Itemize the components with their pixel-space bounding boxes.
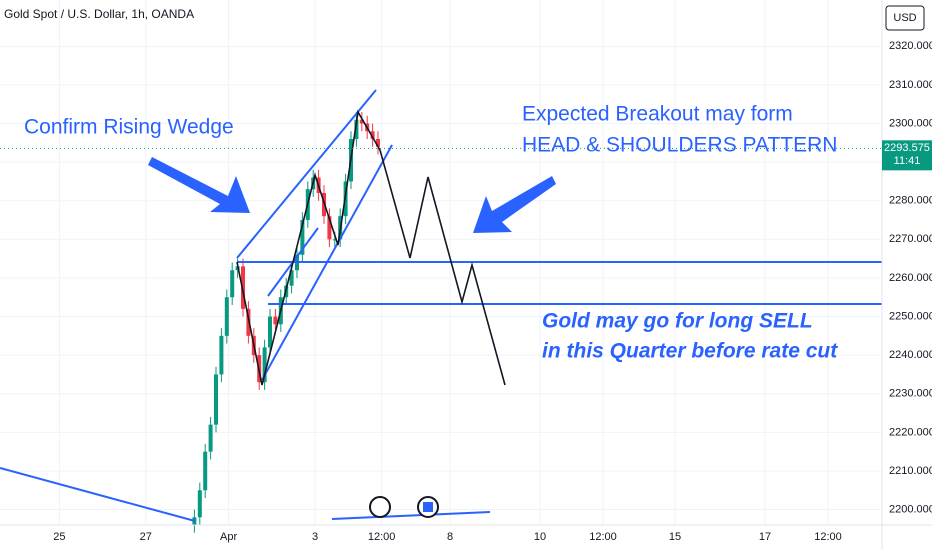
x-tick-label: 12:00 — [589, 531, 617, 543]
y-tick-label: 2280.000 — [889, 195, 932, 207]
candle-body — [219, 335, 224, 375]
candle-body — [359, 119, 364, 124]
candle-body — [262, 347, 267, 383]
arrow — [148, 157, 250, 213]
candle-body — [224, 297, 229, 336]
last-price: 2293.575 — [884, 142, 930, 154]
arrow — [473, 176, 556, 233]
candle-body — [327, 216, 332, 240]
y-tick-label: 2220.000 — [889, 426, 932, 438]
annotation: Confirm Rising Wedge — [24, 116, 234, 139]
trend-line — [0, 467, 196, 522]
y-tick-label: 2300.000 — [889, 117, 932, 129]
candle-body — [246, 308, 251, 336]
y-tick-label: 2200.000 — [889, 503, 932, 515]
y-tick-label: 2260.000 — [889, 272, 932, 284]
x-tick-label: Apr — [220, 531, 237, 543]
annotation: in this Quarter before rate cut — [542, 340, 838, 363]
candle-body — [197, 490, 202, 518]
candle-body — [230, 270, 235, 298]
y-tick-label: 2210.000 — [889, 465, 932, 477]
candle-body — [214, 374, 218, 425]
y-tick-label: 2230.000 — [889, 388, 932, 400]
wedge-upper — [236, 89, 377, 259]
x-tick-label: 17 — [759, 531, 771, 543]
currency-button[interactable] — [885, 5, 925, 31]
candle-body — [208, 424, 213, 452]
candle-body — [289, 270, 294, 286]
annotation: HEAD & SHOULDERS PATTERN — [522, 134, 837, 157]
x-tick-label: 25 — [53, 531, 65, 543]
y-tick-label: 2270.000 — [889, 233, 932, 245]
x-tick-label: 3 — [312, 531, 318, 543]
x-tick-label: 8 — [447, 531, 453, 543]
projection-path — [236, 109, 506, 386]
y-tick-label: 2250.000 — [889, 310, 932, 322]
candle-body — [370, 131, 375, 139]
y-tick-label: 2310.000 — [889, 79, 932, 91]
trend-line — [331, 511, 491, 520]
candle-body — [332, 239, 337, 241]
x-tick-label: 12:00 — [814, 531, 842, 543]
candle-body — [354, 119, 359, 139]
last-price-box — [882, 140, 932, 171]
x-tick-label: 27 — [140, 531, 152, 543]
x-tick-label: 10 — [534, 531, 546, 543]
price-axis — [882, 0, 932, 550]
candle-body — [268, 316, 272, 348]
x-tick-label: 15 — [669, 531, 681, 543]
event-icon[interactable] — [369, 496, 391, 518]
y-tick-label: 2240.000 — [889, 349, 932, 361]
candle-body — [203, 451, 208, 491]
candles — [192, 111, 380, 533]
annotation: Gold may go for long SELL — [542, 310, 813, 333]
flag-icon — [423, 502, 433, 512]
currency[interactable]: USD — [893, 12, 916, 24]
candle-body — [376, 138, 380, 147]
countdown: 11:41 — [894, 155, 921, 167]
annotation: Expected Breakout may form — [522, 103, 793, 126]
axis-labels: 2200.000 2210.000 2220.000 2230.000 2240.000… — [53, 40, 932, 543]
chart-title: Gold Spot / U.S. Dollar, 1h, OANDA — [4, 7, 194, 21]
x-tick-label: 12:00 — [368, 531, 396, 543]
y-tick-label: 2320.000 — [889, 40, 932, 52]
candle-body — [300, 220, 305, 255]
drawings — [0, 89, 882, 522]
candle-body — [273, 316, 278, 325]
